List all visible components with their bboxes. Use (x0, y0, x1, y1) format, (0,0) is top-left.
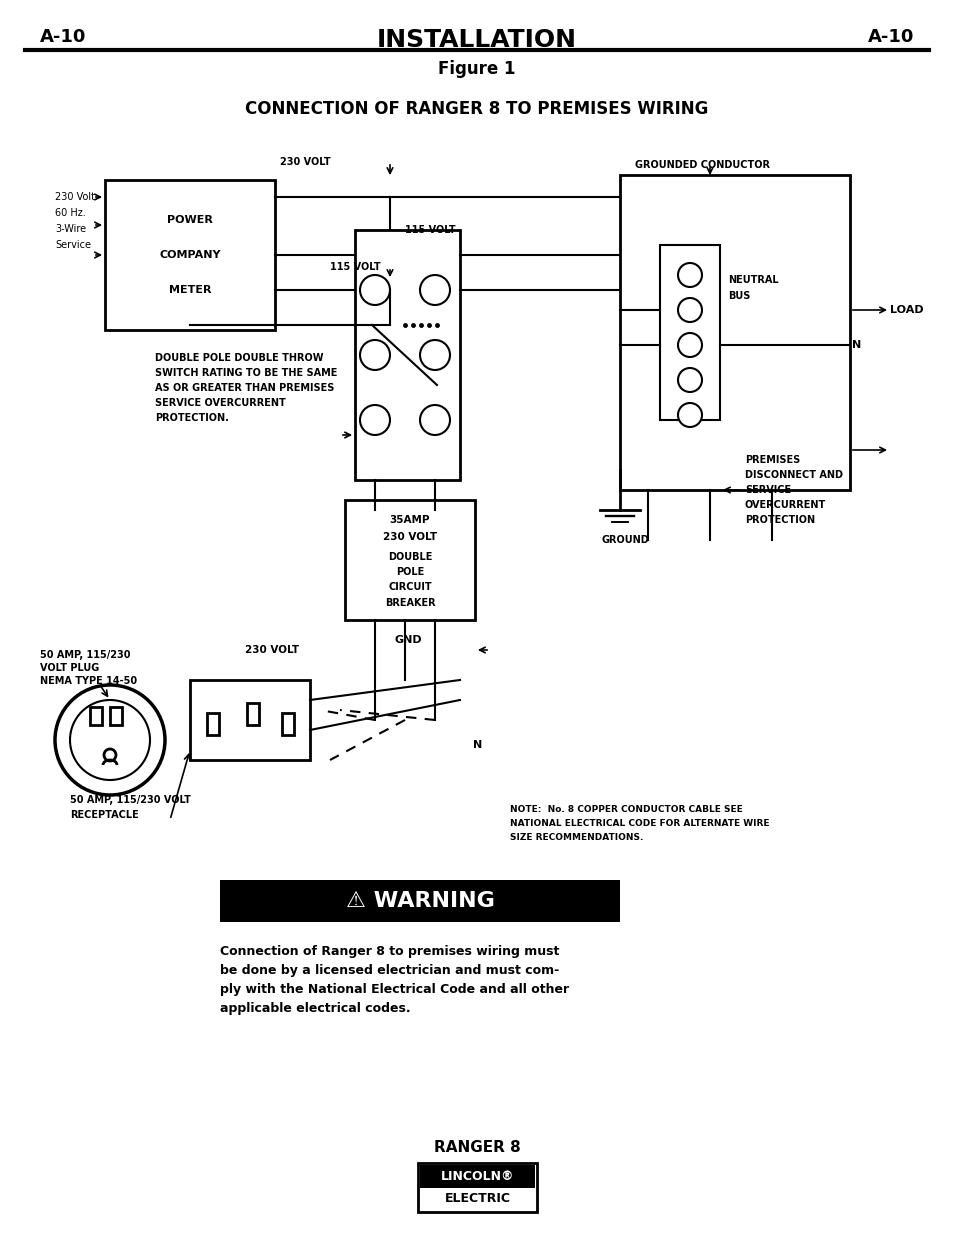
Text: GND: GND (395, 635, 422, 645)
Text: GROUNDED CONDUCTOR: GROUNDED CONDUCTOR (635, 161, 769, 170)
Bar (90, 706, 102, 725)
Text: Figure 1: Figure 1 (437, 61, 516, 78)
Bar (247, 703, 258, 725)
Text: LOAD: LOAD (889, 305, 923, 315)
Circle shape (55, 685, 165, 795)
Circle shape (104, 748, 116, 761)
Text: NEUTRAL: NEUTRAL (727, 275, 778, 285)
Text: 50 AMP, 115/230: 50 AMP, 115/230 (40, 650, 131, 659)
Bar (110, 706, 122, 725)
Text: N: N (851, 340, 861, 350)
Text: Service: Service (55, 240, 91, 249)
Text: SERVICE OVERCURRENT: SERVICE OVERCURRENT (154, 398, 286, 408)
Bar (355, 230, 459, 480)
Text: ELECTRIC: ELECTRIC (444, 1192, 510, 1205)
Circle shape (678, 263, 701, 287)
Circle shape (359, 340, 390, 370)
Text: NEMA TYPE 14-50: NEMA TYPE 14-50 (40, 676, 137, 685)
Text: 230 VOLT: 230 VOLT (280, 157, 331, 167)
Circle shape (419, 275, 450, 305)
FancyBboxPatch shape (220, 881, 619, 923)
Circle shape (678, 333, 701, 357)
Text: SWITCH RATING TO BE THE SAME: SWITCH RATING TO BE THE SAME (154, 368, 337, 378)
Text: INSTALLATION: INSTALLATION (376, 28, 577, 52)
Text: POWER: POWER (167, 215, 213, 225)
Text: LINCOLN®: LINCOLN® (440, 1170, 514, 1183)
Text: NATIONAL ELECTRICAL CODE FOR ALTERNATE WIRE: NATIONAL ELECTRICAL CODE FOR ALTERNATE W… (510, 820, 769, 829)
Text: 115 VOLT: 115 VOLT (330, 262, 380, 272)
Bar (419, 1165, 535, 1188)
Text: Connection of Ranger 8 to premises wiring must
be done by a licensed electrician: Connection of Ranger 8 to premises wirin… (220, 945, 569, 1015)
FancyBboxPatch shape (417, 1163, 537, 1212)
Text: PROTECTION: PROTECTION (744, 515, 814, 525)
Text: CIRCUIT: CIRCUIT (388, 582, 432, 592)
Text: ⚠ WARNING: ⚠ WARNING (345, 890, 494, 911)
Bar (619, 175, 849, 490)
Text: DISCONNECT AND: DISCONNECT AND (744, 471, 842, 480)
Text: POLE: POLE (395, 567, 424, 577)
Circle shape (419, 405, 450, 435)
Circle shape (678, 368, 701, 391)
Text: DOUBLE: DOUBLE (388, 552, 432, 562)
Text: PREMISES: PREMISES (744, 454, 800, 466)
Text: OVERCURRENT: OVERCURRENT (744, 500, 825, 510)
Text: 115 VOLT: 115 VOLT (405, 225, 456, 235)
Circle shape (419, 340, 450, 370)
Circle shape (359, 275, 390, 305)
Text: 50 AMP, 115/230 VOLT: 50 AMP, 115/230 VOLT (70, 795, 191, 805)
Text: METER: METER (169, 285, 211, 295)
Text: 230 Volt: 230 Volt (55, 191, 95, 203)
Text: A-10: A-10 (866, 28, 913, 46)
Text: VOLT PLUG: VOLT PLUG (40, 663, 99, 673)
Circle shape (678, 403, 701, 427)
Text: 230 VOLT: 230 VOLT (382, 532, 436, 542)
Bar (105, 180, 274, 330)
Text: SIZE RECOMMENDATIONS.: SIZE RECOMMENDATIONS. (510, 834, 642, 842)
Text: BUS: BUS (727, 291, 750, 301)
Text: CONNECTION OF RANGER 8 TO PREMISES WIRING: CONNECTION OF RANGER 8 TO PREMISES WIRIN… (245, 100, 708, 119)
Text: COMPANY: COMPANY (159, 249, 220, 261)
Text: AS OR GREATER THAN PREMISES: AS OR GREATER THAN PREMISES (154, 383, 334, 393)
Text: 230 VOLT: 230 VOLT (245, 645, 299, 655)
Text: RANGER 8: RANGER 8 (434, 1140, 519, 1155)
Text: DOUBLE POLE DOUBLE THROW: DOUBLE POLE DOUBLE THROW (154, 353, 323, 363)
Bar (659, 245, 720, 420)
Circle shape (70, 700, 150, 781)
Bar (207, 713, 219, 735)
Text: PROTECTION.: PROTECTION. (154, 412, 229, 424)
Bar (190, 680, 310, 760)
Circle shape (359, 405, 390, 435)
Text: NOTE:  No. 8 COPPER CONDUCTOR CABLE SEE: NOTE: No. 8 COPPER CONDUCTOR CABLE SEE (510, 805, 742, 815)
Text: 60 Hz.: 60 Hz. (55, 207, 86, 219)
Text: BREAKER: BREAKER (384, 598, 435, 608)
Text: SERVICE: SERVICE (744, 485, 790, 495)
Bar (345, 500, 475, 620)
Text: N: N (473, 740, 482, 750)
Text: A-10: A-10 (40, 28, 87, 46)
Text: 35AMP: 35AMP (390, 515, 430, 525)
Bar (282, 713, 294, 735)
Text: GROUND: GROUND (600, 535, 648, 545)
Text: RECEPTACLE: RECEPTACLE (70, 810, 138, 820)
Circle shape (678, 298, 701, 322)
Text: 3-Wire: 3-Wire (55, 224, 86, 233)
